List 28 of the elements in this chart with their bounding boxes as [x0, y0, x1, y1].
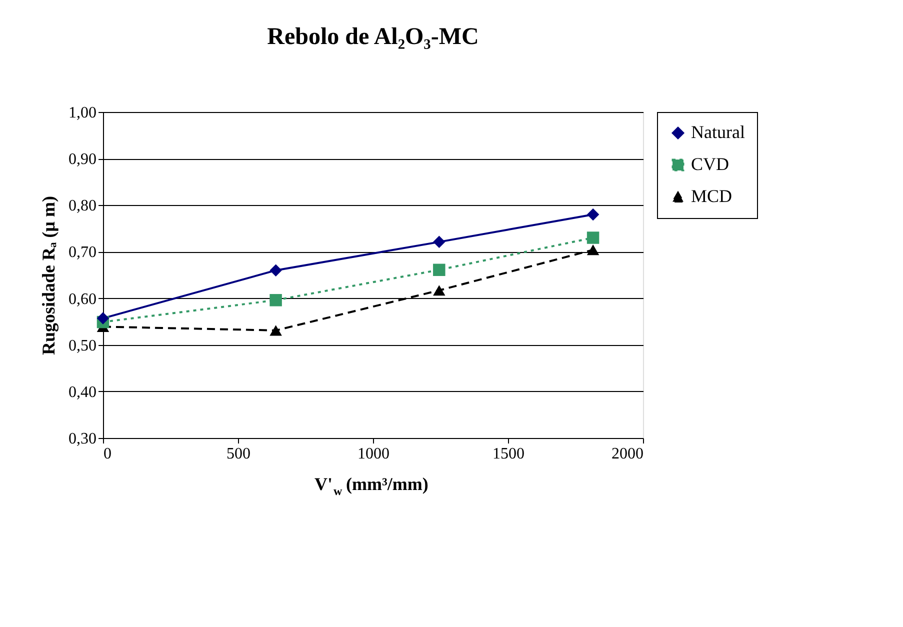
x-tick-label: 0: [104, 446, 112, 462]
x-tick-label: 2000: [612, 446, 644, 462]
y-tick-label: 0,70: [68, 244, 96, 262]
point: [433, 264, 446, 276]
point: [433, 285, 446, 296]
point: [270, 264, 282, 276]
point: [270, 294, 282, 306]
legend-label: CVD: [691, 154, 730, 174]
x-tick-label: 1500: [492, 446, 524, 462]
point: [586, 232, 600, 244]
y-tick-label: 0,50: [68, 337, 96, 354]
y-tick-label: 0,40: [68, 384, 96, 401]
point: [270, 325, 282, 336]
x-tick-label: 1000: [358, 446, 390, 462]
point: [96, 312, 110, 324]
y-tick-label: 0,30: [68, 430, 96, 448]
x-tick-label: 500: [226, 446, 250, 462]
y-tick-label: 0,60: [68, 290, 96, 308]
legend-label: MCD: [691, 186, 732, 206]
y-axis-title: Rugosidade Rₐ (μ m): [38, 196, 58, 355]
point: [586, 208, 600, 221]
point: [433, 236, 446, 248]
y-tick-label: 0,80: [68, 198, 96, 215]
chart-title: Rebolo de Al₂O₃-MC: [267, 24, 479, 50]
y-tick-label: 1,00: [68, 104, 96, 122]
point: [586, 244, 600, 256]
legend-label: Natural: [691, 122, 745, 142]
y-tick-label: 0,90: [68, 151, 96, 168]
